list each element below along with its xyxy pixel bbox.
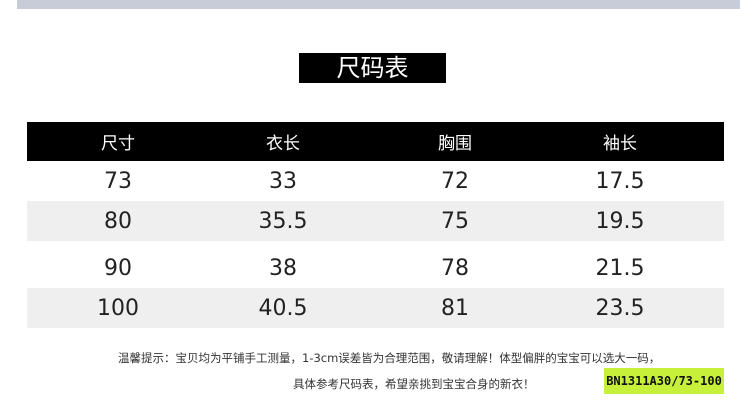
- header-cell: 尺寸: [101, 134, 135, 154]
- table-cell: 80: [104, 208, 132, 234]
- table-cell: 90: [104, 255, 132, 281]
- table-cell: 35.5: [258, 208, 308, 234]
- table-cell: 81: [441, 295, 469, 321]
- header-cell: 袖长: [603, 134, 637, 154]
- table-cell: 78: [441, 255, 469, 281]
- product-code-badge: BN1311A30/73-100: [604, 368, 724, 394]
- table-cell: 72: [441, 168, 469, 194]
- table-cell: 38: [269, 255, 297, 281]
- page-title: 尺码表: [299, 53, 446, 83]
- table-cell: 100: [97, 295, 139, 321]
- table-cell: 19.5: [595, 208, 645, 234]
- table-cell: 23.5: [595, 295, 645, 321]
- table-row: 73 33 72 17.5: [27, 161, 724, 201]
- table-row: 90 38 78 21.5: [27, 248, 724, 288]
- table-row: 100 40.5 81 23.5: [27, 288, 724, 328]
- size-table: 尺寸 衣长 胸围 袖长 73 33 72 17.5 80 35.5 75 19.…: [27, 122, 724, 328]
- table-cell: 40.5: [258, 295, 308, 321]
- table-header: 尺寸 衣长 胸围 袖长: [27, 122, 724, 161]
- table-cell: 33: [269, 168, 297, 194]
- table-row: 80 35.5 75 19.5: [27, 201, 724, 241]
- table-cell: 21.5: [595, 255, 645, 281]
- tip-note-line-2: 具体参考尺码表，希望亲挑到宝宝合身的新衣！: [293, 377, 535, 391]
- table-cell: 73: [104, 168, 132, 194]
- table-cell: 17.5: [595, 168, 645, 194]
- table-cell: 75: [441, 208, 469, 234]
- tip-note-line-1: 温馨提示：宝贝均为平铺手工测量，1-3cm误差皆为合理范围，敬请理解！体型偏胖的…: [118, 351, 661, 365]
- header-cell: 衣长: [266, 134, 300, 154]
- header-cell: 胸围: [438, 134, 472, 154]
- top-band: [17, 0, 740, 9]
